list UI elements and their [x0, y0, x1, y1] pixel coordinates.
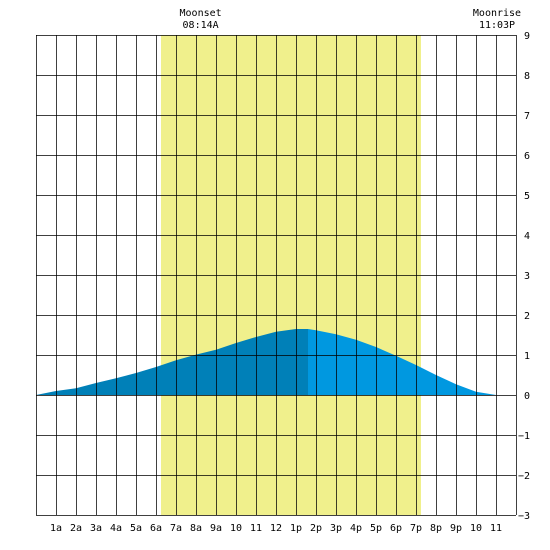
- y-tick-label: 5: [524, 191, 530, 202]
- x-tick-label: 8p: [430, 523, 442, 534]
- x-tick-label: 10: [230, 523, 242, 534]
- y-tick-label: 1: [524, 351, 530, 362]
- y-tick-label: 3: [524, 271, 530, 282]
- x-tick-label: 4p: [350, 523, 362, 534]
- x-tick-label: 2a: [70, 523, 82, 534]
- y-tick-label: 4: [524, 231, 530, 242]
- x-tick-label: 5a: [130, 523, 142, 534]
- x-tick-label: 4a: [110, 523, 122, 534]
- x-tick-label: 1a: [50, 523, 62, 534]
- y-tick-label: 0: [524, 391, 530, 402]
- annotation-time: 11:03P: [479, 20, 515, 31]
- y-tick-label: 7: [524, 111, 530, 122]
- y-tick-label: −1: [518, 431, 530, 442]
- x-tick-label: 9a: [210, 523, 222, 534]
- y-axis-labels: 9 8 7 6 5 4 3 2 1 0 −1 −2 −3: [518, 31, 530, 522]
- y-tick-label: 9: [524, 31, 530, 42]
- x-tick-label: 7p: [410, 523, 422, 534]
- x-tick-label: 7a: [170, 523, 182, 534]
- x-axis-labels: 1a 2a 3a 4a 5a 6a 7a 8a 9a 10 11 12 1p 2p 3p 4p 5p 6p 7p 8p…: [50, 523, 502, 534]
- x-tick-label: 3a: [90, 523, 102, 534]
- y-tick-label: 2: [524, 311, 530, 322]
- x-tick-label: 5p: [370, 523, 382, 534]
- y-tick-label: −3: [518, 511, 530, 522]
- x-tick-label: 1p: [290, 523, 302, 534]
- annotation-time: 08:14A: [183, 20, 219, 31]
- x-tick-label: 10: [470, 523, 482, 534]
- grid-lines: [36, 35, 517, 516]
- y-tick-label: −2: [518, 471, 530, 482]
- annotation-label: Moonset: [180, 8, 222, 19]
- y-tick-label: 8: [524, 71, 530, 82]
- x-tick-label: 2p: [310, 523, 322, 534]
- x-tick-label: 11: [490, 523, 502, 534]
- x-tick-label: 11: [250, 523, 262, 534]
- x-tick-label: 12: [270, 523, 282, 534]
- annotation-label: Moonrise: [473, 8, 521, 19]
- x-tick-label: 3p: [330, 523, 342, 534]
- x-tick-label: 6a: [150, 523, 162, 534]
- x-tick-label: 6p: [390, 523, 402, 534]
- tide-area: [36, 329, 516, 395]
- tide-falling-area: [308, 329, 516, 395]
- y-tick-label: 6: [524, 151, 530, 162]
- x-tick-label: 9p: [450, 523, 462, 534]
- x-tick-label: 8a: [190, 523, 202, 534]
- tide-rising-area: [36, 329, 308, 395]
